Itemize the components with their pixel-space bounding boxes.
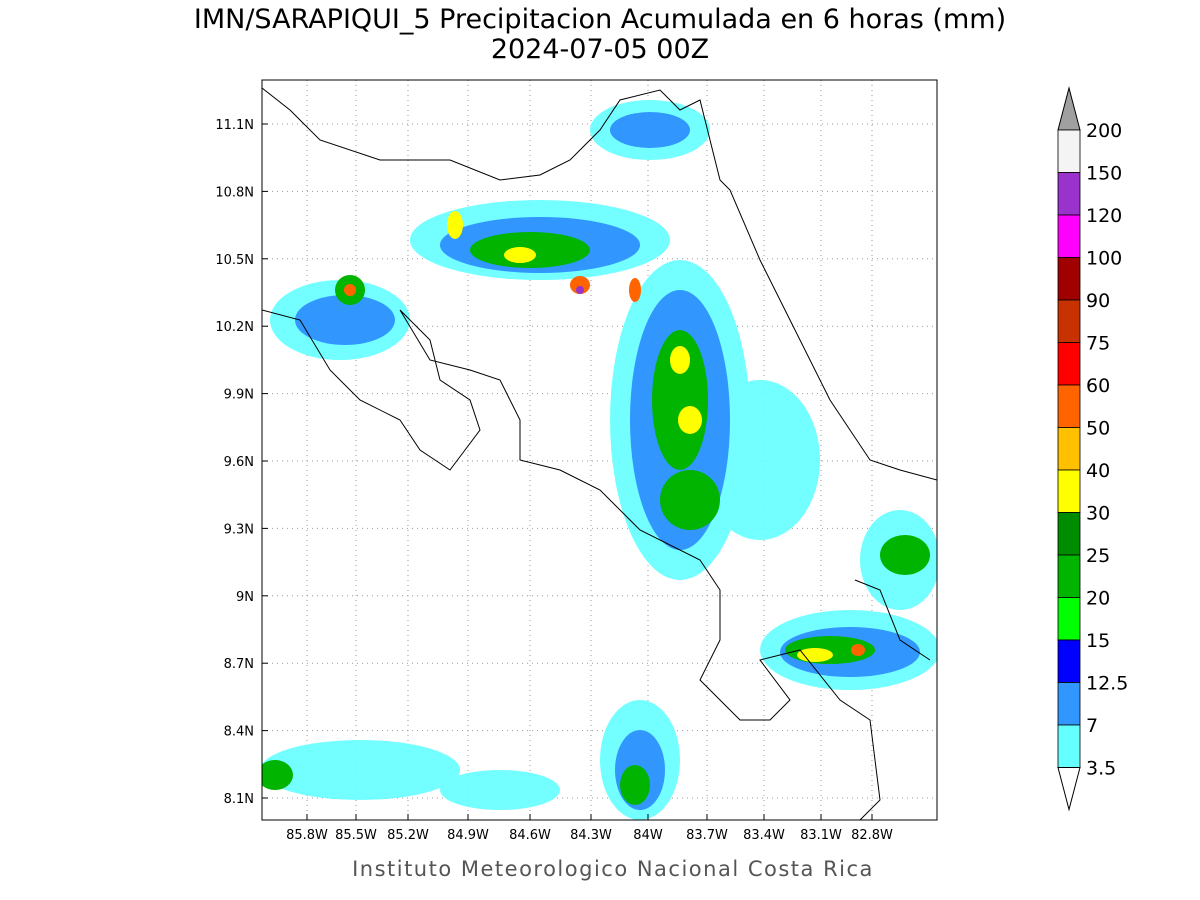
lon-label: 83.7W (686, 828, 728, 843)
lon-label: 83.4W (743, 828, 785, 843)
lat-label: 8.1N (224, 792, 254, 807)
colorbar-label: 3.5 (1086, 758, 1116, 780)
colorbar-label: 75 (1086, 333, 1110, 355)
lat-label: 8.4N (224, 725, 254, 740)
colorbar: 200 150 120 100 90 75 60 50 40 30 25 20 15 12.5 7 3.5 (1057, 86, 1128, 812)
subtitle: 2024-07-05 00Z (491, 34, 709, 65)
colorbar-label: 40 (1086, 460, 1110, 482)
title: IMN/SARAPIQUI_5 Precipitacion Acumulada … (194, 4, 1006, 35)
colorbar-label: 150 (1086, 163, 1122, 185)
lon-label: 84.3W (570, 828, 612, 843)
lon-label: 85.2W (387, 828, 429, 843)
colorbar-label: 120 (1086, 205, 1122, 227)
lat-label: 8.7N (224, 657, 254, 672)
colorbar-label: 25 (1086, 545, 1110, 567)
colorbar-label: 15 (1086, 630, 1110, 652)
lat-label: 9.6N (224, 455, 254, 470)
colorbar-bin (1057, 724, 1081, 768)
colorbar-bottom-arrow (1057, 767, 1081, 812)
lon-label: 85.8W (286, 828, 328, 843)
colorbar-label: 7 (1086, 715, 1098, 737)
lon-label: 85.5W (335, 828, 377, 843)
colorbar-bin (1057, 257, 1081, 301)
lat-label: 9.3N (224, 522, 254, 537)
lon-label: 84.9W (447, 828, 489, 843)
colorbar-bin (1057, 427, 1081, 471)
colorbar-bin (1057, 299, 1081, 343)
map-axes: 11.1N 10.8N 10.5N 10.2N 9.9N 9.6N 9.3N 9N 8.7N 8.… (215, 118, 893, 843)
lat-label: 9N (236, 590, 254, 605)
colorbar-bin (1057, 172, 1081, 216)
colorbar-bin (1057, 682, 1081, 726)
lon-label: 83.1W (800, 828, 842, 843)
colorbar-label: 200 (1086, 120, 1122, 142)
colorbar-label: 50 (1086, 418, 1110, 440)
lon-label: 84.6W (509, 828, 551, 843)
lat-label: 9.9N (224, 388, 254, 403)
colorbar-bin (1057, 639, 1081, 683)
colorbar-bin (1057, 342, 1081, 386)
colorbar-bin (1057, 384, 1081, 428)
lat-label: 11.1N (215, 118, 254, 133)
precip-field (262, 87, 937, 820)
map-frame (261, 79, 938, 821)
colorbar-label: 60 (1086, 375, 1110, 397)
lon-label: 84W (633, 828, 663, 843)
colorbar-bin (1057, 129, 1081, 173)
lat-label: 10.2N (215, 320, 254, 335)
colorbar-label: 100 (1086, 248, 1122, 270)
colorbar-label: 90 (1086, 290, 1110, 312)
colorbar-bin (1057, 554, 1081, 598)
colorbar-bin (1057, 597, 1081, 641)
colorbar-bin (1057, 469, 1081, 513)
lat-label: 10.5N (215, 253, 254, 268)
lon-label: 82.8W (851, 828, 893, 843)
colorbar-label: 20 (1086, 588, 1110, 610)
colorbar-label: 30 (1086, 503, 1110, 525)
lat-label: 10.8N (215, 185, 254, 200)
colorbar-label: 12.5 (1086, 673, 1128, 695)
colorbar-top-arrow (1057, 86, 1081, 131)
grid (262, 80, 937, 820)
footer: Instituto Meteorologico Nacional Costa R… (352, 857, 874, 881)
colorbar-bin (1057, 512, 1081, 556)
colorbar-bin (1057, 214, 1081, 258)
